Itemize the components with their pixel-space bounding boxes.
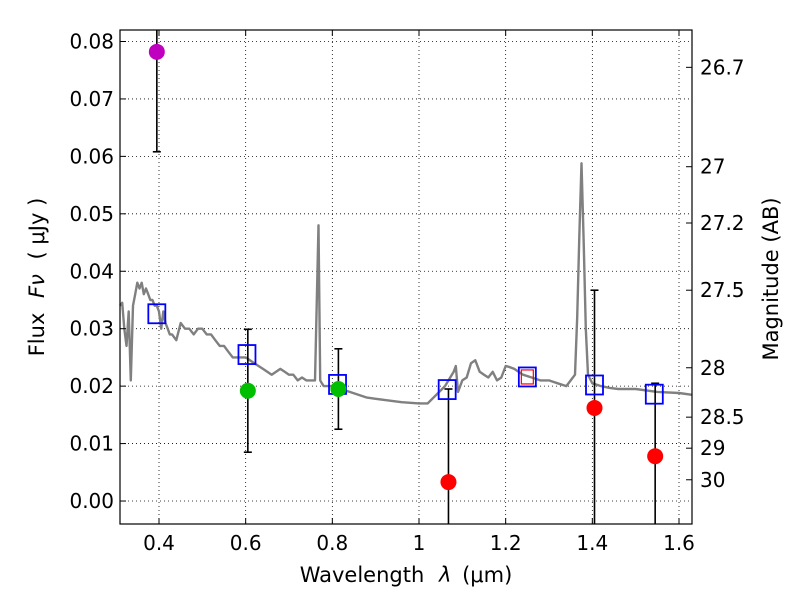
model-photometry-square <box>437 379 457 400</box>
x-axis-label: Wavelength λ (μm) <box>300 563 513 587</box>
model-photometry-square <box>585 374 604 396</box>
spectrum-line <box>119 162 693 405</box>
x-tick-label: 0.8 <box>316 531 348 555</box>
y-tick-label: 0.03 <box>69 317 114 341</box>
magnitude-tick-label: 27.5 <box>700 278 745 302</box>
y-axis-label: Flux Fν ( μJy ) <box>25 198 49 357</box>
model-photometry-points <box>147 303 664 405</box>
magnitude-tick-label: 30 <box>700 468 725 492</box>
x-axis-ticks: 0.4 0.6 0.8 1 1.2 1.4 1.6 <box>143 30 695 555</box>
y-tick-label: 0.02 <box>69 374 114 398</box>
magnitude-tick-label: 27.2 <box>700 211 745 235</box>
model-photometry-square <box>237 344 257 365</box>
observed-points <box>148 43 664 491</box>
model-spectrum <box>119 162 693 405</box>
magnitude-axis-label: Magnitude (AB) <box>759 197 783 360</box>
y-tick-label: 0.05 <box>69 202 114 226</box>
x-tick-label: 1 <box>413 531 426 555</box>
error-bars <box>152 30 660 524</box>
magnitude-tick-label: 28 <box>700 356 725 380</box>
model-photometry-square <box>644 383 664 405</box>
magnitude-tick-label: 29 <box>700 436 725 460</box>
y-tick-label: 0.07 <box>69 87 114 111</box>
observed-point <box>239 382 256 399</box>
grid-lines <box>120 30 692 524</box>
y-axis-ticks: 0.00 0.01 0.02 0.03 0.04 0.05 0.06 0.07 0.08 <box>69 29 126 513</box>
magnitude-axis-ticks: 26.7 27 27.2 27.5 28 28.5 29 30 <box>686 55 745 492</box>
model-photometry-inner-square <box>520 369 534 385</box>
y-tick-label: 0.08 <box>69 29 114 53</box>
x-tick-label: 0.4 <box>143 531 175 555</box>
observed-point <box>647 448 664 465</box>
model-photometry-square <box>147 303 167 325</box>
plot-frame <box>119 29 693 525</box>
observed-point <box>440 474 457 491</box>
y-tick-label: 0.06 <box>69 144 114 168</box>
x-tick-label: 1.6 <box>663 531 695 555</box>
y-tick-label: 0.01 <box>69 432 114 456</box>
model-photometry-square <box>517 366 537 388</box>
observed-point <box>148 43 165 60</box>
magnitude-tick-label: 28.5 <box>700 405 745 429</box>
y-tick-label: 0.04 <box>69 259 114 283</box>
x-tick-label: 1.2 <box>490 531 522 555</box>
magnitude-tick-label: 26.7 <box>700 55 745 79</box>
observed-point <box>330 381 347 398</box>
observed-point <box>586 399 603 416</box>
y-tick-label: 0.00 <box>69 489 114 513</box>
magnitude-tick-label: 27 <box>700 155 725 179</box>
x-tick-label: 1.4 <box>576 531 608 555</box>
x-tick-label: 0.6 <box>230 531 262 555</box>
